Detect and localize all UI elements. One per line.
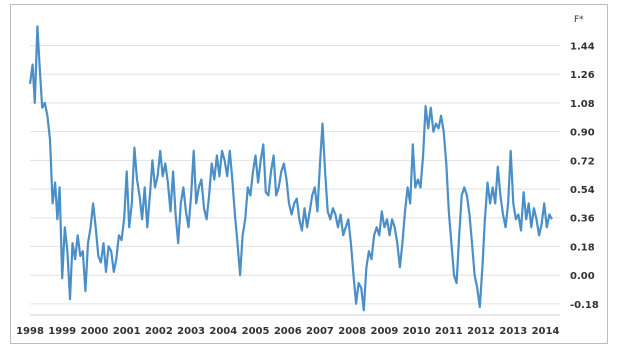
- x-tick-label: 2003: [177, 326, 205, 337]
- chart-frame: [10, 4, 608, 344]
- x-tick-label: 2009: [370, 326, 398, 337]
- x-axis: 1998 1999 2000 2001 2002 2003 2004 2005 2006 2007…: [16, 314, 560, 337]
- y-tick-label: -0.18: [570, 300, 599, 311]
- y-tick-label: 1.08: [570, 99, 595, 110]
- x-tick-label: 2007: [306, 326, 334, 337]
- y-tick-label: 0.72: [570, 156, 595, 167]
- gridlines: [30, 45, 560, 305]
- x-tick-label: 2008: [338, 326, 366, 337]
- series-line: [28, 25, 553, 312]
- series-group: [28, 25, 553, 312]
- x-tick-label: 2006: [274, 326, 302, 337]
- x-tick-label: 2011: [435, 326, 463, 337]
- x-tick-label: 2012: [467, 326, 495, 337]
- y-tick-label: 0.90: [570, 128, 595, 139]
- y-tick-label: 1.26: [570, 70, 595, 81]
- y-axis-ticks: -0.18 0.00 0.18 0.36 0.54 0.72 0.90 1.08 1.26 1.4…: [570, 42, 599, 311]
- y-tick-label: 1.44: [570, 42, 595, 53]
- x-tick-label: 1999: [48, 326, 76, 337]
- x-tick-label: 2010: [403, 326, 431, 337]
- x-tick-label: 2004: [209, 326, 237, 337]
- y-tick-label: 0.54: [570, 185, 595, 196]
- x-tick-label: 2002: [145, 326, 173, 337]
- y-axis-label: F*: [574, 15, 584, 25]
- x-tick-label: 2014: [532, 326, 560, 337]
- x-tick-label: 2005: [242, 326, 270, 337]
- x-tick-label: 1998: [16, 326, 44, 337]
- y-tick-label: 0.00: [570, 271, 595, 282]
- x-tick-label: 2013: [499, 326, 527, 337]
- y-tick-label: 0.18: [570, 242, 595, 253]
- x-tick-label: 2000: [81, 326, 109, 337]
- y-tick-label: 0.36: [570, 214, 595, 225]
- x-tick-label: 2001: [113, 326, 141, 337]
